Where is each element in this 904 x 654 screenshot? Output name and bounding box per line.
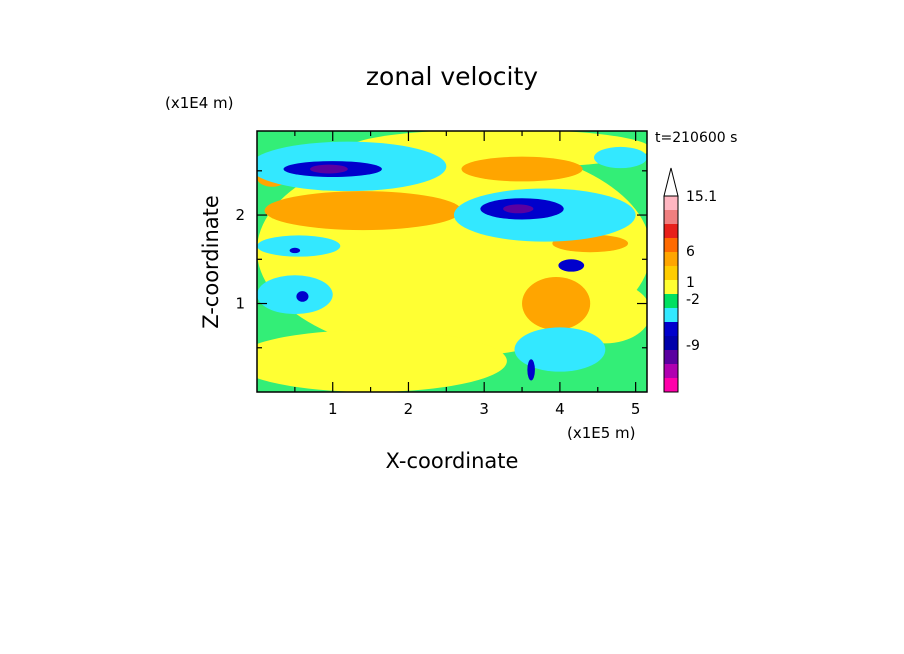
contour-region bbox=[264, 191, 462, 231]
colorbar-swatch bbox=[664, 294, 678, 308]
colorbar-label: 1 bbox=[686, 275, 695, 291]
x-tick-label: 5 bbox=[631, 400, 641, 418]
contour-region bbox=[593, 146, 647, 169]
x-tick-label: 1 bbox=[328, 400, 338, 418]
colorbar-max-arrow bbox=[663, 167, 679, 197]
colorbar-swatch bbox=[664, 350, 678, 364]
y-tick-label: 1 bbox=[235, 295, 245, 313]
y-unit-label: (x1E4 m) bbox=[165, 94, 234, 112]
plot-frame bbox=[256, 130, 648, 393]
y-axis-label: Z-coordinate bbox=[199, 195, 223, 329]
colorbar-label: 6 bbox=[686, 244, 695, 260]
x-axis-label: X-coordinate bbox=[386, 449, 519, 473]
colorbar-swatch bbox=[664, 252, 678, 266]
contour-region bbox=[257, 235, 341, 257]
colorbar-swatch bbox=[664, 238, 678, 252]
contour-regions bbox=[257, 131, 647, 392]
chart-title: zonal velocity bbox=[366, 62, 538, 91]
x-unit-label: (x1E5 m) bbox=[567, 424, 636, 442]
colorbar-label: -2 bbox=[686, 292, 700, 308]
colorbar-label: 15.1 bbox=[686, 189, 717, 205]
colorbar-swatch bbox=[664, 336, 678, 350]
colorbar: 15.1 6 1-2 -9 bbox=[663, 167, 717, 393]
x-tick-label: 2 bbox=[404, 400, 414, 418]
colorbar-swatch bbox=[664, 210, 678, 224]
contour-region bbox=[503, 204, 534, 214]
colorbar-label: -9 bbox=[686, 338, 700, 354]
colorbar-swatch bbox=[664, 322, 678, 336]
contour-region bbox=[257, 330, 507, 392]
colorbar-swatch bbox=[664, 266, 678, 280]
x-tick-label: 3 bbox=[479, 400, 489, 418]
x-tick-label: 4 bbox=[555, 400, 565, 418]
colorbar-swatch bbox=[664, 308, 678, 322]
contour-region bbox=[257, 275, 333, 315]
contour-region bbox=[461, 156, 583, 182]
colorbar-swatch bbox=[664, 280, 678, 294]
contour-region bbox=[296, 291, 309, 302]
colorbar-frame bbox=[663, 195, 679, 393]
axis-ticks: 1 2 3 4 5 1 2 bbox=[235, 131, 647, 418]
time-label: t=210600 s bbox=[655, 130, 737, 146]
contour-region bbox=[527, 359, 535, 381]
colorbar-swatch bbox=[664, 378, 678, 392]
colorbar-swatch bbox=[664, 224, 678, 238]
contour-region bbox=[558, 259, 585, 272]
contour-region bbox=[310, 164, 348, 174]
y-tick-label: 2 bbox=[235, 206, 245, 224]
colorbar-swatch bbox=[664, 364, 678, 378]
contour-region bbox=[514, 327, 606, 372]
contour-region bbox=[289, 247, 301, 254]
colorbar-swatch bbox=[664, 196, 678, 210]
contour-region bbox=[522, 276, 591, 331]
